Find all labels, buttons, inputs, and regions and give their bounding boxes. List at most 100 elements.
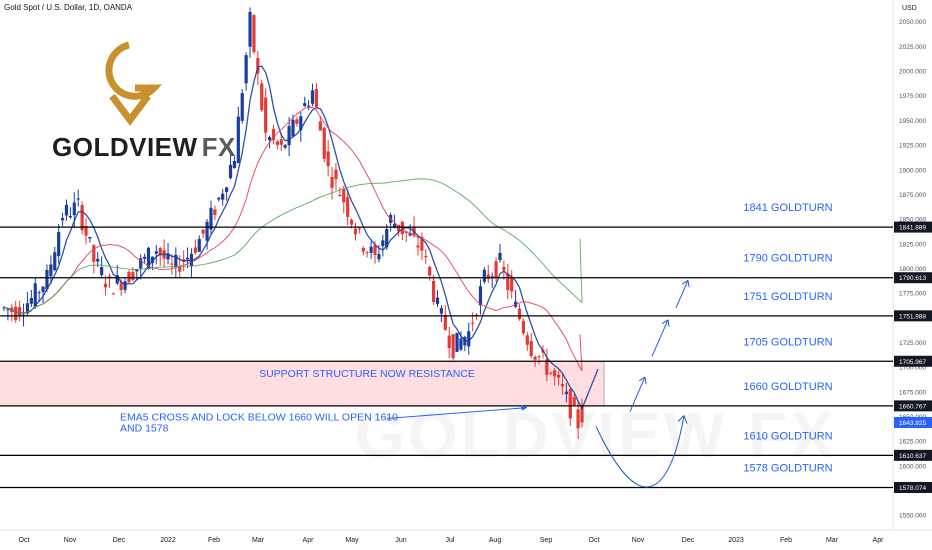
candle-body	[295, 119, 299, 124]
candle-body	[53, 252, 57, 271]
candle-body	[37, 292, 41, 294]
candle-body	[139, 258, 143, 269]
y-tick-label: 1950.000	[899, 118, 926, 125]
candle-body	[236, 116, 240, 164]
x-tick-label: Mar	[252, 537, 265, 544]
brand-watermark: GOLDVIEW FX	[355, 398, 836, 472]
last-price-value: 1643.925	[899, 420, 926, 427]
candle-body	[330, 176, 334, 188]
candle-body	[225, 187, 229, 192]
candle-body	[459, 338, 463, 350]
candle-body	[178, 266, 182, 272]
y-tick-label: 1625.000	[899, 439, 926, 446]
candle-body	[248, 11, 252, 47]
x-tick-label: 2022	[160, 537, 176, 544]
x-tick-label: Sep	[540, 537, 553, 544]
y-tick-label: 1675.000	[899, 389, 926, 396]
candle-body	[572, 397, 576, 406]
x-tick-label: May	[345, 537, 359, 544]
projection-arrow	[675, 280, 689, 309]
goldturn-level-label: 1790 GOLDTURN	[743, 253, 832, 265]
candle-body	[521, 320, 526, 334]
candle-body	[361, 247, 365, 252]
candle-body	[264, 97, 268, 133]
candle-body	[80, 205, 84, 231]
candle-body	[240, 93, 244, 121]
candle-body	[60, 217, 65, 221]
x-tick-label: Feb	[780, 537, 792, 544]
ema-note-line1: EMA5 CROSS AND LOCK BELOW 1660 WILL OPEN…	[120, 411, 398, 423]
projection-arrowhead	[681, 279, 690, 288]
candle-body	[486, 274, 490, 280]
price-tag-value: 1578.074	[899, 485, 926, 492]
price-tag-value: 1751.988	[899, 313, 926, 320]
candle-body	[291, 119, 295, 137]
price-tag-value: 1610.637	[899, 453, 926, 460]
candle-body	[396, 225, 401, 232]
candle-body	[420, 237, 424, 251]
candle-body	[322, 127, 326, 159]
y-tick-label: 1725.000	[899, 340, 926, 347]
candle-body	[232, 160, 237, 169]
candle-body	[88, 237, 92, 239]
candle-body	[166, 253, 170, 260]
x-tick-label: Apr	[303, 537, 315, 544]
candle-body	[115, 275, 119, 284]
x-tick-label: Aug	[489, 537, 502, 544]
logo-fx: FX	[201, 132, 236, 162]
candle-body	[580, 404, 584, 423]
candle-body	[443, 314, 447, 330]
candle-body	[209, 207, 213, 230]
ema-note-line2: AND 1578	[120, 422, 169, 434]
goldturn-level-label: 1660 GOLDTURN	[743, 381, 832, 393]
candle-body	[217, 197, 221, 200]
candle-body	[400, 221, 404, 235]
y-tick-label: 1600.000	[899, 463, 926, 470]
candle-body	[29, 297, 33, 304]
candle-body	[377, 254, 381, 260]
candle-body	[342, 189, 346, 203]
projection-curve	[595, 415, 685, 488]
candle-body	[318, 121, 322, 131]
candle-body	[346, 197, 350, 217]
logo-text: GOLDVIEW FX	[52, 132, 236, 163]
x-tick-label: Jul	[446, 537, 455, 544]
price-tag-bg	[894, 449, 932, 461]
candle-body	[6, 309, 10, 311]
candle-body	[525, 335, 529, 345]
candle-body	[84, 226, 88, 236]
candle-body	[193, 247, 197, 253]
candle-body	[381, 240, 385, 247]
candle-body	[517, 308, 522, 320]
y-tick-label: 1850.000	[899, 217, 926, 224]
candle-body	[553, 370, 557, 377]
price-tag-bg	[894, 400, 932, 412]
candle-body	[228, 164, 233, 179]
candle-body	[213, 209, 217, 215]
y-tick-label: 1925.000	[899, 143, 926, 150]
candle-body	[57, 232, 61, 257]
candle-body	[334, 169, 338, 180]
ema-note-arrowhead	[521, 404, 527, 411]
y-tick-label: 2050.000	[899, 19, 926, 26]
projection-arrow	[651, 319, 669, 357]
x-tick-label: Feb	[208, 537, 220, 544]
candle-body	[357, 228, 361, 230]
ema-note-pointer	[386, 407, 528, 419]
candle-body	[560, 384, 565, 387]
price-axis-currency: USD	[902, 5, 917, 12]
candle-body	[146, 247, 151, 269]
y-tick-label: 2000.000	[899, 69, 926, 76]
price-tag-value: 1660.767	[899, 403, 926, 410]
candle-body	[174, 254, 178, 268]
price-tag-bg	[894, 310, 932, 322]
goldturn-level-label: 1705 GOLDTURN	[743, 336, 832, 348]
last-price-tag-bg	[894, 416, 932, 428]
x-tick-label: Apr	[873, 537, 885, 544]
candle-body	[142, 256, 147, 259]
candle-body	[576, 409, 580, 429]
candle-body	[275, 141, 279, 145]
candle-body	[111, 293, 115, 295]
